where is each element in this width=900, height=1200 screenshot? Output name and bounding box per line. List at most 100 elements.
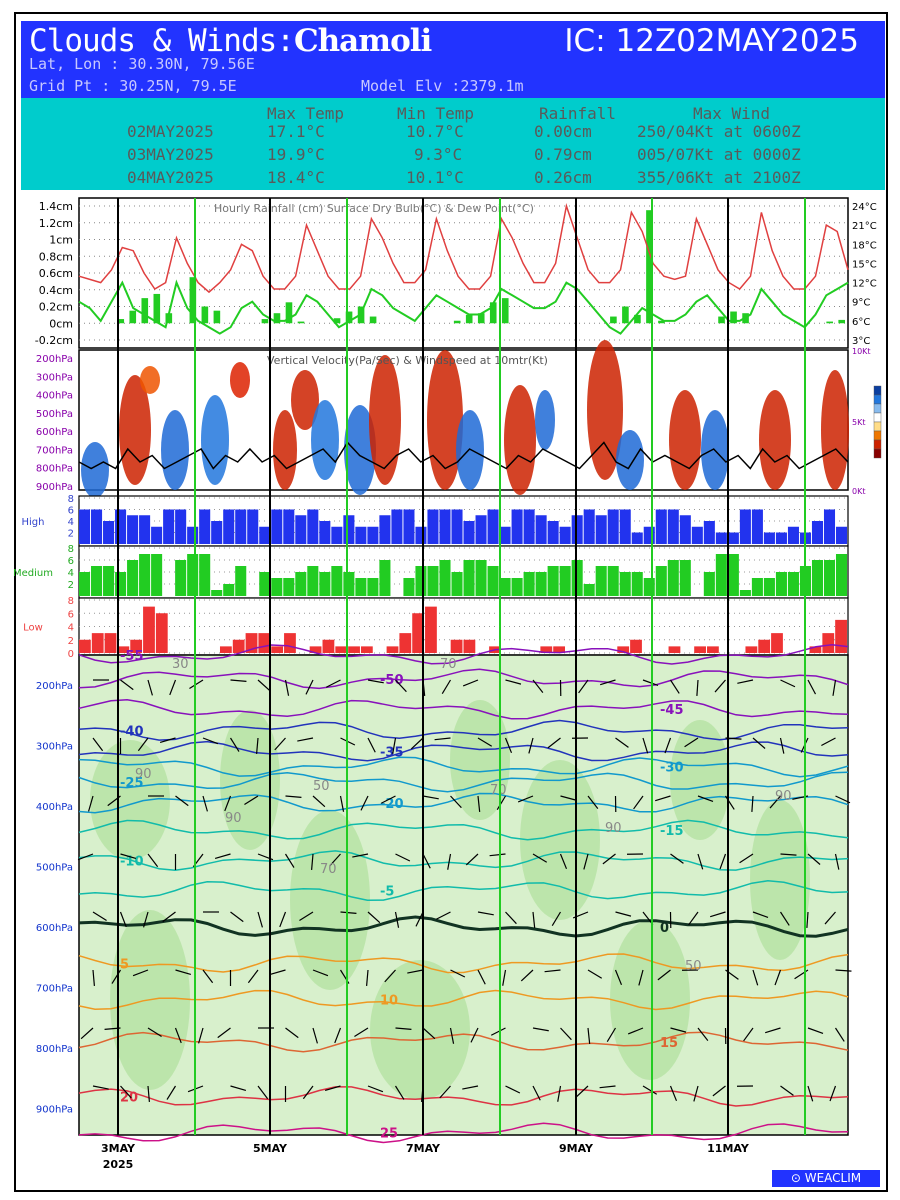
vv-blob (81, 442, 109, 498)
cloud-bar (450, 639, 463, 653)
vv-blob (161, 410, 189, 490)
vv-blob (119, 375, 151, 485)
wind-barb (137, 737, 149, 752)
cloud-bar (223, 509, 235, 544)
cloud-bar (348, 646, 360, 653)
wind-barb (465, 853, 479, 866)
rain-bar (465, 314, 473, 324)
wind-barb (489, 853, 506, 857)
cloud-bar (360, 646, 373, 653)
humidity-label: 50 (313, 779, 330, 794)
rain-tick-label: 0.6cm (39, 267, 73, 280)
cloud-bar (245, 633, 258, 653)
wind-barb (765, 1027, 781, 1034)
cloud-bar (655, 509, 667, 544)
wind-barb (774, 969, 782, 986)
cloud-bar (631, 532, 643, 544)
cloud-bar (655, 566, 667, 596)
wind-barb (422, 853, 431, 869)
wind-barb (807, 1085, 814, 1102)
cloud-bar (475, 515, 487, 544)
cloud-bar (415, 526, 427, 544)
cloud-bar (607, 509, 619, 544)
cloud-bar (155, 613, 168, 653)
vv-blob (504, 385, 536, 495)
col-max-temp: Max Temp (267, 104, 345, 123)
cloud-bar (758, 639, 771, 653)
chart-frame (14, 12, 888, 1192)
wind-barb (169, 679, 177, 696)
isotherm-line (78, 771, 849, 793)
wind-barb (779, 737, 785, 754)
wind-barb (806, 911, 809, 929)
cloud-bar (547, 566, 559, 596)
wind-barb (92, 1085, 109, 1090)
rain-bar (261, 319, 269, 324)
wind-barb (547, 737, 561, 749)
isotherm-line (78, 953, 849, 974)
wind-barb (532, 1027, 549, 1032)
isotherm-line (78, 989, 849, 1011)
humidity-label: 90 (135, 767, 152, 782)
rain-bar (622, 306, 629, 324)
cloud-bar (343, 515, 355, 544)
cloud-bar (823, 509, 836, 544)
wind-barb (367, 679, 384, 684)
cloud-bar (139, 515, 151, 544)
cloud-bar (643, 526, 655, 544)
wind-barb (670, 1027, 687, 1033)
cloud-bar (715, 532, 727, 544)
cloud-bar (487, 566, 499, 596)
cloud-bar (91, 633, 104, 653)
grid-point: Grid Pt : 30.25N, 79.5E (29, 77, 237, 95)
wind-barb (829, 1085, 837, 1102)
cloud-bar (259, 572, 271, 596)
rain-bar (610, 316, 617, 324)
x-tick-label: 11MAY (707, 1142, 750, 1155)
wind-barb (224, 795, 232, 812)
x-tick-label: 7MAY (406, 1142, 441, 1155)
isotherm-label: -10 (120, 854, 144, 869)
vv-colorkey-swatch (873, 439, 882, 450)
wind-barb (696, 679, 699, 697)
cloud-bar (219, 646, 232, 653)
vv-tick-label: 800hPa (36, 464, 73, 475)
wind-barb (92, 969, 95, 986)
humidity-label: 90 (775, 789, 792, 804)
cloud-bar (283, 578, 295, 596)
rain-bar (634, 314, 641, 324)
wind-barb (477, 969, 486, 985)
wind-barb (615, 737, 629, 748)
rain-bar (501, 298, 509, 324)
wind-barb (684, 737, 699, 748)
wind-barb (202, 795, 208, 812)
cloud-bar (91, 509, 103, 544)
wind-barb (257, 911, 263, 928)
humidity-label: 70 (320, 862, 337, 877)
wind-barb (638, 969, 644, 986)
vv-colorkey-swatch (873, 385, 882, 396)
isotherm-line (78, 850, 849, 871)
cloud-bar (451, 572, 463, 596)
cloud-bar (487, 509, 499, 544)
cloud-tick-label: 4 (68, 517, 74, 528)
cloud-bar (771, 633, 783, 653)
wind-barb (600, 679, 616, 686)
chart-title: Clouds & Winds:Chamoli (29, 23, 432, 59)
isotherm-line (78, 1031, 849, 1053)
wind-barb (175, 969, 192, 975)
rain-tick-label: 1.4cm (39, 200, 73, 213)
vv-colorkey-swatch (873, 421, 882, 432)
cloud-bar (79, 572, 91, 596)
wind-barb (606, 1027, 617, 1043)
cloud-bar (386, 646, 399, 653)
vv-blob (535, 390, 555, 450)
cloud-panel-title: Medium (13, 568, 53, 579)
drybulb-line (78, 203, 849, 294)
cloud-bar (583, 584, 595, 596)
isotherm-line (78, 1122, 849, 1144)
row-min: 9.3°C (414, 145, 463, 164)
vv-right-tick: 0Kt (852, 487, 865, 496)
wind-barb (422, 1027, 436, 1040)
